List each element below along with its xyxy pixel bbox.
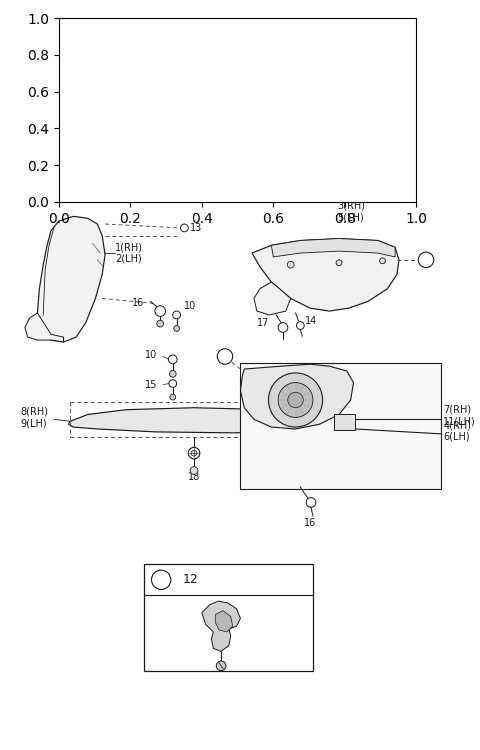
Text: a: a	[222, 352, 228, 362]
Circle shape	[288, 392, 303, 408]
Text: 16: 16	[132, 298, 144, 308]
Text: 7(RH)
11(LH): 7(RH) 11(LH)	[444, 405, 476, 426]
Circle shape	[151, 148, 189, 188]
Circle shape	[336, 260, 342, 266]
Circle shape	[161, 159, 179, 177]
Circle shape	[306, 498, 316, 507]
Circle shape	[157, 320, 164, 327]
Text: 1(RH)
2(LH): 1(RH) 2(LH)	[115, 242, 143, 264]
Circle shape	[155, 306, 166, 316]
Text: 17: 17	[257, 318, 269, 328]
Polygon shape	[37, 216, 105, 342]
Circle shape	[288, 261, 294, 268]
Polygon shape	[368, 110, 397, 161]
Circle shape	[278, 382, 313, 418]
Text: 14: 14	[305, 316, 317, 326]
Circle shape	[169, 380, 177, 388]
Circle shape	[418, 252, 434, 268]
Circle shape	[216, 661, 226, 670]
Text: 4(RH)
6(LH): 4(RH) 6(LH)	[444, 420, 471, 442]
Circle shape	[191, 450, 197, 456]
Circle shape	[278, 322, 288, 332]
Text: 15: 15	[145, 380, 157, 391]
Circle shape	[190, 466, 198, 475]
Text: 12: 12	[182, 573, 198, 586]
Text: 3(RH)
5(LH): 3(RH) 5(LH)	[337, 201, 365, 222]
Circle shape	[170, 394, 176, 400]
Polygon shape	[254, 282, 291, 315]
Circle shape	[217, 349, 233, 364]
Bar	[144, 564, 313, 670]
Text: 18: 18	[188, 472, 200, 482]
Polygon shape	[216, 610, 233, 632]
Circle shape	[168, 355, 177, 364]
Circle shape	[169, 370, 176, 377]
Circle shape	[173, 311, 180, 319]
Polygon shape	[252, 238, 399, 311]
Text: a: a	[158, 574, 165, 585]
Polygon shape	[271, 238, 395, 257]
Text: 13: 13	[190, 223, 203, 233]
Bar	[240, 363, 441, 489]
Polygon shape	[240, 364, 354, 429]
Circle shape	[174, 326, 180, 332]
Circle shape	[324, 146, 355, 177]
Circle shape	[312, 134, 366, 188]
Circle shape	[152, 570, 171, 590]
Text: a: a	[423, 255, 429, 265]
Polygon shape	[68, 408, 348, 433]
Circle shape	[331, 154, 347, 169]
Circle shape	[297, 322, 304, 329]
Polygon shape	[202, 601, 240, 651]
Polygon shape	[25, 313, 63, 342]
Circle shape	[380, 258, 385, 264]
Text: 16: 16	[304, 518, 316, 528]
Text: 8(RH)
9(LH): 8(RH) 9(LH)	[20, 406, 48, 428]
Circle shape	[136, 134, 204, 202]
Text: 10: 10	[145, 350, 157, 359]
Bar	[334, 415, 356, 430]
Text: 10: 10	[184, 302, 197, 311]
Circle shape	[180, 224, 188, 232]
Circle shape	[188, 447, 200, 459]
Polygon shape	[112, 110, 138, 132]
Circle shape	[268, 373, 323, 427]
Polygon shape	[279, 86, 299, 95]
